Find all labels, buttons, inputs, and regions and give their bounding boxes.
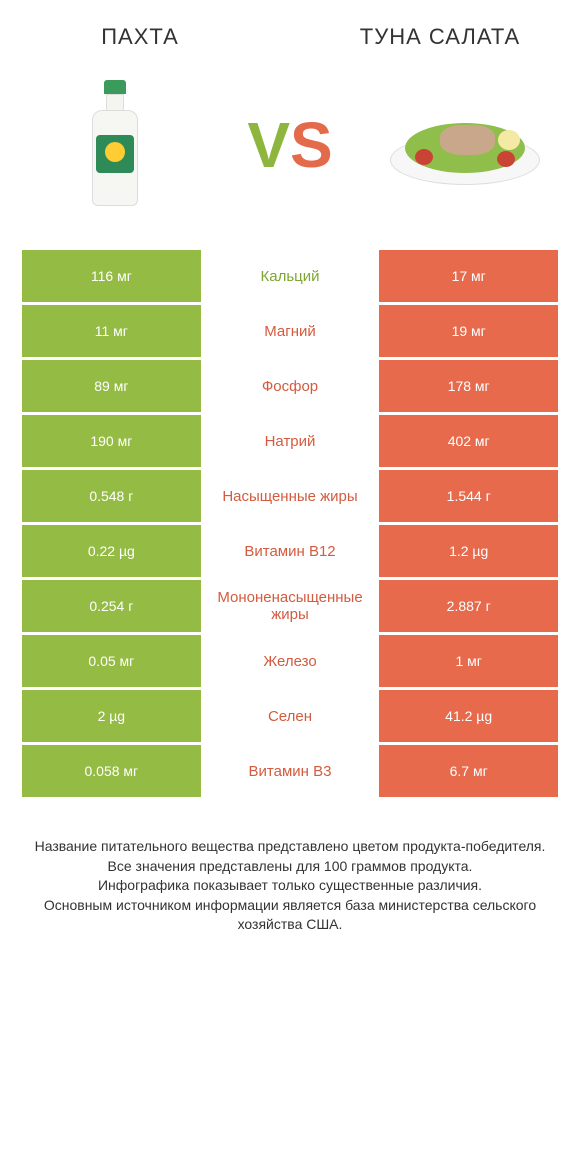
right-value: 1.544 г xyxy=(379,470,558,522)
nutrient-name: Фосфор xyxy=(201,360,380,412)
nutrient-name: Магний xyxy=(201,305,380,357)
table-row: 89 мгФосфор178 мг xyxy=(22,360,558,412)
right-value: 402 мг xyxy=(379,415,558,467)
nutrient-name: Мононенасыщенные жиры xyxy=(201,580,380,632)
table-row: 116 мгКальций17 мг xyxy=(22,250,558,302)
vs-label: VS xyxy=(247,108,332,182)
left-value: 11 мг xyxy=(22,305,201,357)
table-row: 0.548 гНасыщенные жиры1.544 г xyxy=(22,470,558,522)
right-value: 17 мг xyxy=(379,250,558,302)
right-value: 178 мг xyxy=(379,360,558,412)
nutrient-name: Витамин B3 xyxy=(201,745,380,797)
left-value: 116 мг xyxy=(22,250,201,302)
right-value: 6.7 мг xyxy=(379,745,558,797)
footer-line: Название питательного вещества представл… xyxy=(30,837,550,857)
right-product-title: ТУНА САЛАТА xyxy=(340,24,540,50)
nutrient-name: Витамин B12 xyxy=(201,525,380,577)
vs-v: V xyxy=(247,109,290,181)
nutrient-name: Натрий xyxy=(201,415,380,467)
right-value: 2.887 г xyxy=(379,580,558,632)
table-row: 0.254 гМононенасыщенные жиры2.887 г xyxy=(22,580,558,632)
table-row: 0.058 мгВитамин B36.7 мг xyxy=(22,745,558,797)
table-row: 11 мгМагний19 мг xyxy=(22,305,558,357)
vs-row: VS xyxy=(0,60,580,240)
left-value: 0.22 µg xyxy=(22,525,201,577)
nutrient-name: Железо xyxy=(201,635,380,687)
nutrient-name: Селен xyxy=(201,690,380,742)
table-row: 0.22 µgВитамин B121.2 µg xyxy=(22,525,558,577)
left-value: 0.05 мг xyxy=(22,635,201,687)
footer-line: Основным источником информации является … xyxy=(30,896,550,935)
comparison-table: 116 мгКальций17 мг11 мгМагний19 мг89 мгФ… xyxy=(22,250,558,797)
footer-line: Инфографика показывает только существенн… xyxy=(30,876,550,896)
footer-notes: Название питательного вещества представл… xyxy=(30,837,550,935)
left-product-title: ПАХТА xyxy=(40,24,240,50)
right-value: 19 мг xyxy=(379,305,558,357)
left-value: 0.548 г xyxy=(22,470,201,522)
header: ПАХТА ТУНА САЛАТА xyxy=(0,0,580,60)
nutrient-name: Насыщенные жиры xyxy=(201,470,380,522)
left-value: 0.058 мг xyxy=(22,745,201,797)
vs-s: S xyxy=(290,109,333,181)
table-row: 190 мгНатрий402 мг xyxy=(22,415,558,467)
nutrient-name: Кальций xyxy=(201,250,380,302)
tuna-salad-icon xyxy=(390,95,540,195)
left-product-image xyxy=(40,70,190,220)
table-row: 2 µgСелен41.2 µg xyxy=(22,690,558,742)
left-value: 89 мг xyxy=(22,360,201,412)
right-product-image xyxy=(390,70,540,220)
buttermilk-icon xyxy=(90,80,140,210)
table-row: 0.05 мгЖелезо1 мг xyxy=(22,635,558,687)
right-value: 41.2 µg xyxy=(379,690,558,742)
left-value: 190 мг xyxy=(22,415,201,467)
left-value: 0.254 г xyxy=(22,580,201,632)
footer-line: Все значения представлены для 100 граммо… xyxy=(30,857,550,877)
right-value: 1.2 µg xyxy=(379,525,558,577)
right-value: 1 мг xyxy=(379,635,558,687)
left-value: 2 µg xyxy=(22,690,201,742)
